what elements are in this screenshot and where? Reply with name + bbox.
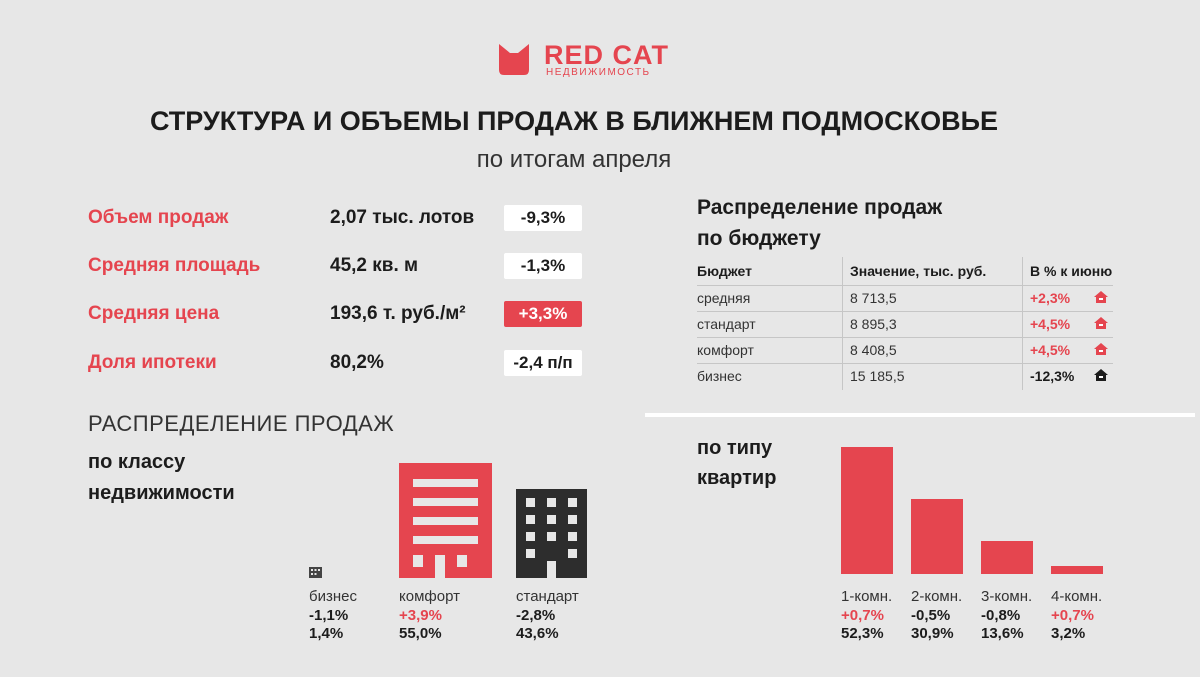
chart-change-label: +0,7% — [841, 607, 884, 624]
budget-header: В % к июню — [1030, 263, 1113, 279]
chart-value-label: 3,2% — [1051, 625, 1086, 642]
metric-change-badge: +3,3% — [504, 301, 582, 327]
budget-row-pct: -12,3% — [1030, 368, 1075, 384]
comfort-building-icon — [399, 463, 492, 578]
metric-change-badge: -2,4 п/п — [504, 350, 582, 376]
house-down-icon — [1094, 369, 1108, 381]
budget-row-value: 8 713,5 — [850, 290, 897, 306]
budget-row-value: 8 895,3 — [850, 316, 897, 332]
class-share: 1,4% — [309, 625, 344, 642]
logo-subtitle: НЕДВИЖИМОСТЬ — [546, 67, 651, 78]
house-up-icon — [1094, 291, 1108, 303]
page-title: СТРУКТУРА И ОБЪЕМЫ ПРОДАЖ В БЛИЖНЕМ ПОДМ… — [149, 106, 999, 136]
chart-change-label: -0,8% — [981, 607, 1021, 624]
table-divider — [697, 363, 1113, 364]
class-name: бизнес — [309, 588, 357, 605]
budget-row-pct: +4,5% — [1030, 342, 1071, 358]
metric-value: 80,2% — [330, 352, 384, 373]
chart-value-label: 30,9% — [911, 625, 954, 642]
budget-row-value: 15 185,5 — [850, 368, 905, 384]
class-name: комфорт — [399, 588, 460, 605]
class-change: -2,8% — [516, 607, 556, 624]
standard-building-icon — [516, 489, 587, 578]
class-change: +3,9% — [399, 607, 442, 624]
budget-row-name: средняя — [697, 290, 751, 306]
class-section-subtitle: недвижимости — [88, 482, 235, 504]
chart-category-label: 1-комн. — [841, 588, 893, 605]
metric-label: Средняя площадь — [88, 255, 261, 276]
budget-table-title: Распределение продаж — [697, 196, 943, 219]
chart-change-label: -0,5% — [911, 607, 951, 624]
chart-bar — [981, 540, 1033, 574]
metric-label: Объем продаж — [88, 207, 229, 228]
class-share: 43,6% — [516, 625, 559, 642]
class-section-subtitle: по классу — [88, 451, 186, 473]
class-section-title: РАСПРЕДЕЛЕНИЕ ПРОДАЖ — [88, 411, 395, 436]
budget-header: Бюджет — [697, 263, 752, 279]
chart-category-label: 3-комн. — [981, 588, 1033, 605]
chart-bar — [1051, 566, 1103, 574]
metric-label: Средняя цена — [88, 303, 220, 324]
budget-row-value: 8 408,5 — [850, 342, 897, 358]
table-divider — [697, 285, 1113, 286]
apartment-section-title: квартир — [697, 467, 777, 489]
budget-row-pct: +4,5% — [1030, 316, 1071, 332]
house-up-icon — [1094, 317, 1108, 329]
chart-change-label: +0,7% — [1051, 607, 1094, 624]
metric-value: 193,6 т. руб./м² — [330, 303, 466, 324]
class-share: 55,0% — [399, 625, 442, 642]
chart-value-label: 52,3% — [841, 625, 884, 642]
budget-row-name: стандарт — [697, 316, 756, 332]
metric-value: 45,2 кв. м — [330, 255, 419, 276]
chart-category-label: 4-комн. — [1051, 588, 1103, 605]
budget-row-name: бизнес — [697, 368, 742, 384]
metric-change-badge: -1,3% — [504, 253, 582, 279]
apartment-section-title: по типу — [697, 437, 773, 459]
chart-bar — [841, 447, 893, 574]
table-divider — [842, 257, 843, 390]
chart-value-label: 13,6% — [981, 625, 1024, 642]
budget-row-pct: +2,3% — [1030, 290, 1071, 306]
budget-table-title: по бюджету — [697, 227, 821, 250]
budget-header: Значение, тыс. руб. — [850, 263, 987, 279]
metric-value: 2,07 тыс. лотов — [330, 207, 475, 228]
section-divider — [645, 413, 1195, 417]
budget-row-name: комфорт — [697, 342, 754, 358]
metric-change-badge: -9,3% — [504, 205, 582, 231]
chart-category-label: 2-комн. — [911, 588, 963, 605]
cat-logo-icon — [499, 44, 529, 75]
house-up-icon — [1094, 343, 1108, 355]
page-subtitle: по итогам апреля — [476, 146, 672, 173]
logo-name: RED CAT — [544, 40, 669, 70]
table-divider — [697, 311, 1113, 312]
class-name: стандарт — [516, 588, 579, 605]
business-building-icon — [309, 567, 322, 578]
chart-bar — [911, 498, 963, 574]
metric-label: Доля ипотеки — [88, 352, 217, 373]
table-divider — [697, 337, 1113, 338]
table-divider — [1022, 257, 1023, 390]
class-change: -1,1% — [309, 607, 349, 624]
